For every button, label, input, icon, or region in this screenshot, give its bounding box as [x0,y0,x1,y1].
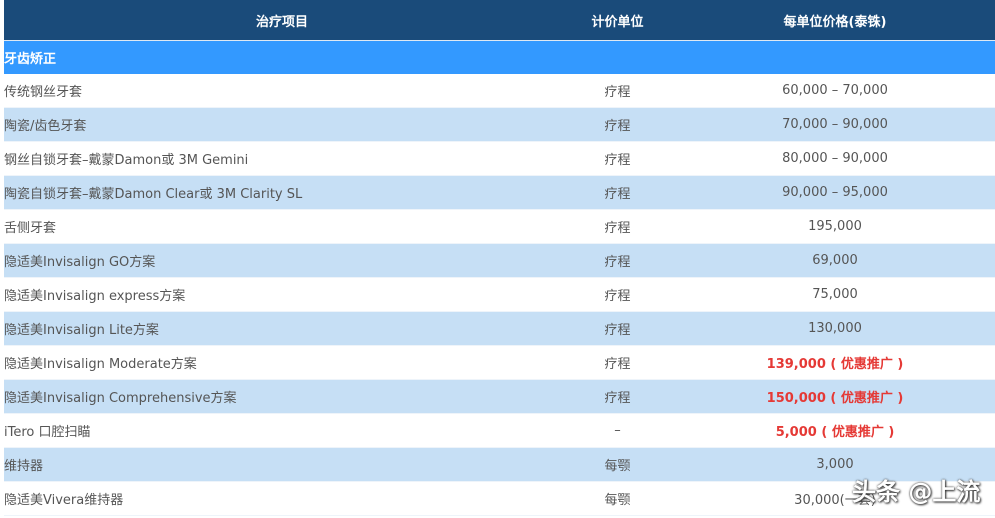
treatment-cell: 舌侧牙套 [4,221,57,236]
table-row: 隐适美Invisalign express方案 疗程 75,000 [4,277,995,312]
price-cell: 3,000 [816,457,854,472]
treatment-cell-wrap: 钢丝自锁牙套–戴蒙Damon或 3M Gemini [4,141,560,176]
unit-cell: 疗程 [604,119,631,134]
unit-cell-wrap: 疗程 [560,74,675,108]
table-row: 维持器 每颚 3,000 [4,447,995,482]
unit-cell: – [614,423,621,438]
unit-cell-wrap: 疗程 [560,379,675,414]
price-cell-wrap: 5,000 ( 优惠推广 ) [675,413,995,448]
treatment-cell: 隐适美Invisalign Comprehensive方案 [4,391,237,406]
unit-cell: 疗程 [604,391,631,406]
price-cell-wrap: 70,000 – 90,000 [675,107,995,142]
unit-cell: 疗程 [604,153,631,168]
treatment-cell-wrap: 维持器 [4,447,560,482]
treatment-cell-wrap: iTero 口腔扫瞄 [4,413,560,448]
treatment-cell: 陶瓷/齿色牙套 [4,119,87,134]
unit-cell-wrap: – [560,413,675,448]
table-row: 陶瓷/齿色牙套 疗程 70,000 – 90,000 [4,107,995,142]
price-cell-wrap: 90,000 – 95,000 [675,175,995,210]
treatment-cell-wrap: 隐适美Invisalign Moderate方案 [4,345,560,380]
price-cell-wrap: 69,000 [675,243,995,278]
price-cell: 130,000 [808,321,862,336]
table-header: 治疗项目 计价单位 每单位价格(泰铢) [4,0,995,41]
watermark: 头条 @上流 [852,478,981,506]
table-row: 隐适美Vivera维持器 每颚 30,000(一套) [4,481,995,516]
unit-cell-wrap: 疗程 [560,141,675,176]
header-treatment: 治疗项目 [4,0,560,41]
table-row: 钢丝自锁牙套–戴蒙Damon或 3M Gemini 疗程 80,000 – 90,0… [4,141,995,176]
price-cell-wrap: 3,000 [675,447,995,482]
table-row: 陶瓷自锁牙套–戴蒙Damon Clear或 3M Clarity SL 疗程 90,… [4,175,995,210]
unit-cell-wrap: 每颚 [560,481,675,516]
treatment-cell-wrap: 陶瓷自锁牙套–戴蒙Damon Clear或 3M Clarity SL [4,175,560,210]
treatment-cell-wrap: 传统钢丝牙套 [4,74,560,108]
unit-cell: 疗程 [604,289,631,304]
treatment-cell: 隐适美Vivera维持器 [4,493,124,508]
price-cell: 75,000 [812,287,858,302]
table-row: iTero 口腔扫瞄 – 5,000 ( 优惠推广 ) [4,413,995,448]
treatment-cell: 传统钢丝牙套 [4,85,83,100]
price-cell-wrap: 60,000 – 70,000 [675,74,995,108]
treatment-cell-wrap: 隐适美Invisalign express方案 [4,277,560,312]
treatment-cell: 隐适美Invisalign express方案 [4,289,186,304]
price-cell: 80,000 – 90,000 [782,151,888,166]
price-cell: 70,000 – 90,000 [782,117,888,132]
treatment-cell-wrap: 舌侧牙套 [4,209,560,244]
unit-cell: 疗程 [604,221,631,236]
treatment-cell-wrap: 隐适美Invisalign GO方案 [4,243,560,278]
price-cell-wrap: 80,000 – 90,000 [675,141,995,176]
unit-cell: 疗程 [604,357,631,372]
price-cell-wrap: 150,000 ( 优惠推广 ) [675,379,995,414]
price-cell-wrap: 75,000 [675,277,995,312]
treatment-cell: 隐适美Invisalign Lite方案 [4,323,159,338]
table-row: 隐适美Invisalign GO方案 疗程 69,000 [4,243,995,278]
header-price: 每单位价格(泰铢) [675,0,995,41]
unit-cell-wrap: 疗程 [560,277,675,312]
price-cell: 139,000 ( 优惠推广 ) [766,357,904,372]
treatment-cell-wrap: 隐适美Invisalign Comprehensive方案 [4,379,560,414]
price-cell: 69,000 [812,253,858,268]
treatment-cell-wrap: 陶瓷/齿色牙套 [4,107,560,142]
unit-cell: 疗程 [604,187,631,202]
unit-cell-wrap: 疗程 [560,311,675,346]
price-cell: 60,000 – 70,000 [782,83,888,98]
table-row: 隐适美Invisalign Moderate方案 疗程 139,000 ( 优惠推广… [4,345,995,380]
treatment-cell: iTero 口腔扫瞄 [4,425,91,440]
price-cell-wrap: 139,000 ( 优惠推广 ) [675,345,995,380]
table-row: 传统钢丝牙套 疗程 60,000 – 70,000 [4,74,995,108]
unit-cell-wrap: 疗程 [560,345,675,380]
unit-cell: 每颚 [604,493,631,508]
section-row: 牙齿矫正 [4,40,995,74]
treatment-cell: 钢丝自锁牙套–戴蒙Damon或 3M Gemini [4,153,249,168]
price-cell: 90,000 – 95,000 [782,185,888,200]
header-unit: 计价单位 [560,0,675,41]
price-cell: 150,000 ( 优惠推广 ) [766,391,904,406]
unit-cell: 疗程 [604,323,631,338]
table-row: 舌侧牙套 疗程 195,000 [4,209,995,244]
unit-cell-wrap: 每颚 [560,447,675,482]
unit-cell: 疗程 [604,255,631,270]
price-cell-wrap: 195,000 [675,209,995,244]
treatment-cell-wrap: 隐适美Vivera维持器 [4,481,560,516]
unit-cell: 每颚 [604,459,631,474]
section-title: 牙齿矫正 [4,40,995,74]
treatment-cell: 隐适美Invisalign Moderate方案 [4,357,197,372]
table-row: 隐适美Invisalign Comprehensive方案 疗程 150,000 (… [4,379,995,414]
treatment-cell-wrap: 隐适美Invisalign Lite方案 [4,311,560,346]
treatment-cell: 维持器 [4,459,44,474]
price-cell-wrap: 130,000 [675,311,995,346]
treatment-cell: 陶瓷自锁牙套–戴蒙Damon Clear或 3M Clarity SL [4,187,303,202]
price-cell: 195,000 [808,219,862,234]
unit-cell: 疗程 [604,85,631,100]
price-cell: 30,000(一套) [794,493,876,508]
unit-cell-wrap: 疗程 [560,175,675,210]
table-row: 隐适美Invisalign Lite方案 疗程 130,000 [4,311,995,346]
treatment-cell: 隐适美Invisalign GO方案 [4,255,156,270]
price-cell-wrap: 30,000(一套) [675,481,995,516]
unit-cell-wrap: 疗程 [560,107,675,142]
unit-cell-wrap: 疗程 [560,243,675,278]
price-table: 治疗项目 计价单位 每单位价格(泰铢) 牙齿矫正 传统钢丝牙套 疗程 60,000 … [4,0,995,516]
unit-cell-wrap: 疗程 [560,209,675,244]
price-cell: 5,000 ( 优惠推广 ) [775,425,895,440]
